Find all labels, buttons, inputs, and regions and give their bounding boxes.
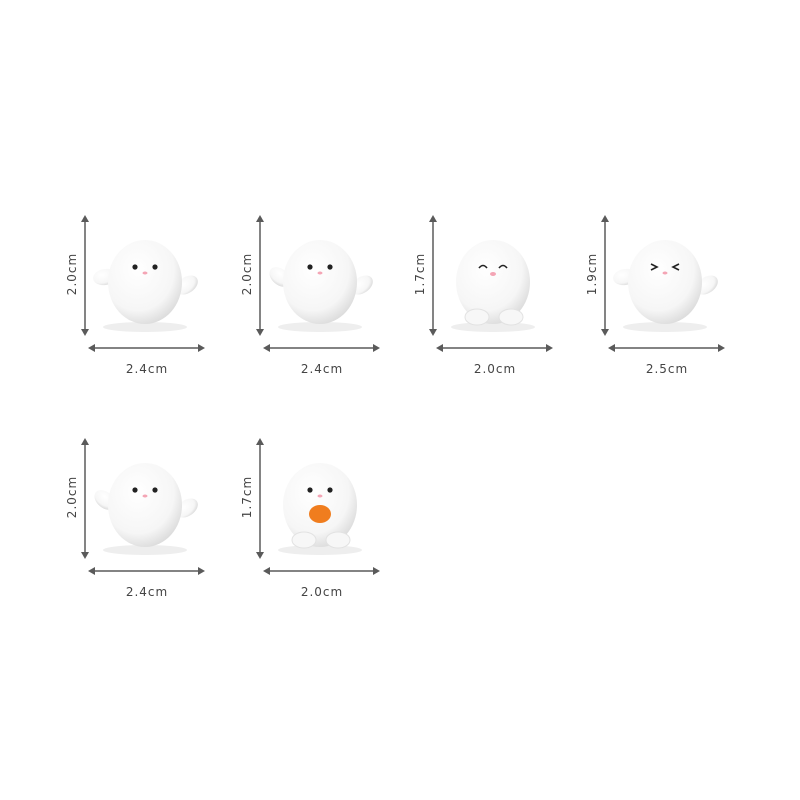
height-label: 1.7cm (413, 252, 427, 296)
width-label: 2.5cm (645, 362, 689, 376)
orange (309, 505, 331, 523)
height-label: 2.0cm (240, 252, 254, 296)
figurine (269, 240, 373, 332)
width-label: 2.4cm (125, 362, 169, 376)
figurine (451, 240, 535, 332)
width-arrow (436, 344, 553, 352)
width-label: 2.0cm (300, 585, 344, 599)
width-label: 2.4cm (125, 585, 169, 599)
height-arrow (81, 215, 89, 336)
height-arrow (256, 215, 264, 336)
height-label: 1.7cm (240, 475, 254, 519)
width-arrow (88, 567, 205, 575)
height-arrow (429, 215, 437, 336)
figure-cell: 1.9cm 2.5cm (585, 205, 740, 385)
width-arrow (608, 344, 725, 352)
width-arrow (88, 344, 205, 352)
figurine (278, 463, 362, 555)
width-arrow (263, 567, 380, 575)
height-label: 1.9cm (585, 252, 599, 296)
height-arrow (81, 438, 89, 559)
height-arrow (601, 215, 609, 336)
figure-cell: 2.0cm 2.4cm (65, 428, 220, 608)
height-label: 2.0cm (65, 475, 79, 519)
width-label: 2.0cm (473, 362, 517, 376)
figure-cell: 1.7cm 2.0cm (413, 205, 568, 385)
height-label: 2.0cm (65, 252, 79, 296)
width-label: 2.4cm (300, 362, 344, 376)
figurine (93, 240, 198, 332)
figure-cell: 1.7cm 2.0cm (240, 428, 395, 608)
height-arrow (256, 438, 264, 559)
width-arrow (263, 344, 380, 352)
figure-cell: 2.0cm 2.4cm (65, 205, 220, 385)
figurine (94, 463, 198, 555)
figure-cell: 2.0cm 2.4cm (240, 205, 395, 385)
figurine (613, 240, 718, 332)
